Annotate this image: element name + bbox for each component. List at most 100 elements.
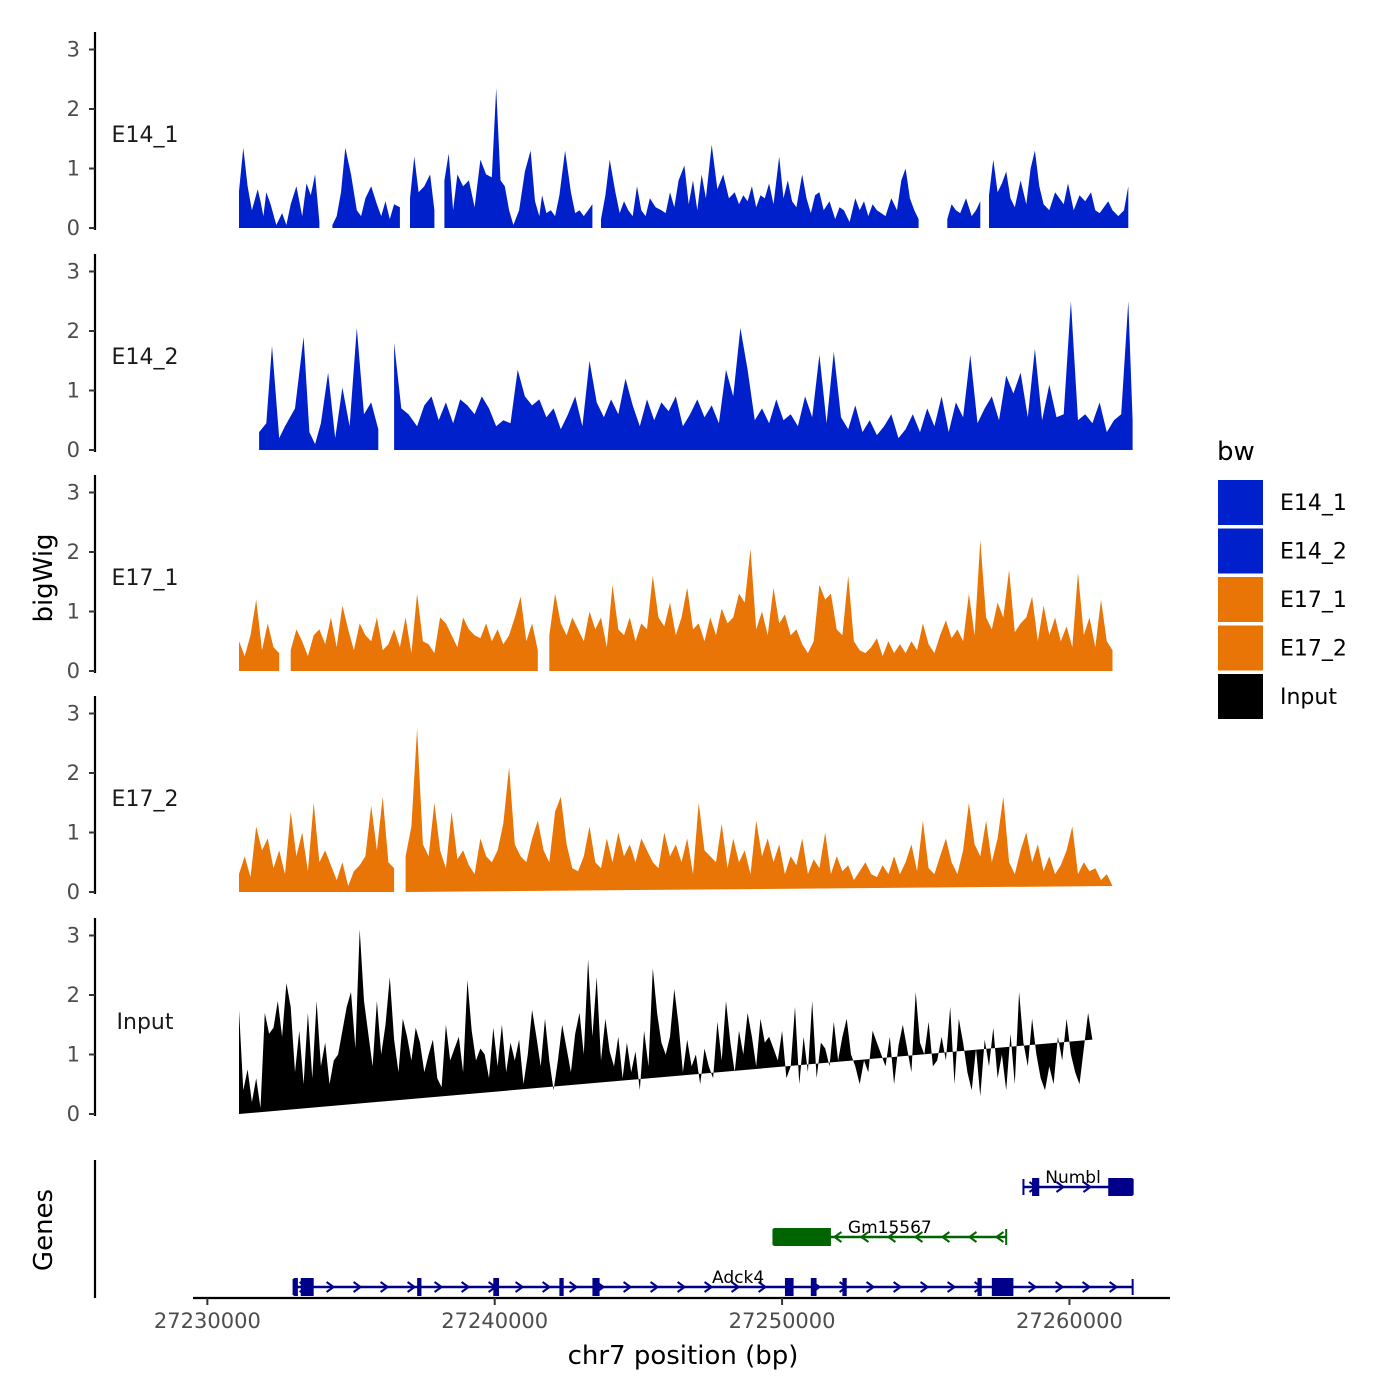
strand-chevron: [325, 1281, 336, 1293]
strand-chevron: [892, 1281, 903, 1293]
strand-chevron: [946, 1281, 957, 1293]
strand-chevron: [994, 1231, 1005, 1243]
legend-item-e17-2: E17_2: [1218, 625, 1347, 671]
y-tick-label: 1: [67, 157, 80, 181]
x-tick-label: 27240000: [441, 1309, 548, 1333]
y-axis-title: bigWig: [29, 533, 59, 622]
signal-area: [410, 156, 435, 228]
track-label: E14_2: [112, 345, 179, 370]
track-label: E17_1: [112, 566, 179, 591]
legend-label: E14_2: [1280, 540, 1347, 565]
legend-item-input: Input: [1218, 674, 1337, 719]
y-tick-label: 3: [67, 924, 80, 948]
legend-title: bw: [1217, 437, 1255, 467]
track-e17-1: 0 1 2 3 E17_1: [67, 475, 1113, 683]
strand-chevron: [859, 1231, 870, 1243]
y-tick-label: 2: [67, 97, 80, 121]
signal-area: [239, 929, 1093, 1114]
gene-exon: [493, 1278, 500, 1296]
strand-chevron: [568, 1281, 579, 1293]
y-tick-label: 2: [67, 319, 80, 343]
strand-chevron: [1027, 1281, 1038, 1293]
gene-exon: [991, 1278, 1014, 1296]
gene-exon: [784, 1278, 794, 1296]
y-tick-label: 2: [67, 761, 80, 785]
signal-area: [259, 328, 379, 450]
gene-exon: [1032, 1178, 1040, 1196]
track-label: Input: [117, 1010, 174, 1035]
strand-chevron: [1081, 1281, 1092, 1293]
legend-swatch: [1218, 528, 1263, 574]
gene-adck4: Adck4: [292, 1268, 1134, 1296]
y-tick-label: 1: [67, 1043, 80, 1067]
track-label: E14_1: [112, 123, 179, 148]
gene-name-label: Numbl: [1045, 1168, 1101, 1188]
strand-chevron: [703, 1281, 714, 1293]
legend-item-e14-2: E14_2: [1218, 528, 1347, 574]
strand-chevron: [1054, 1281, 1065, 1293]
signal-area: [989, 150, 1129, 228]
signal-area: [239, 796, 395, 892]
strand-chevron: [967, 1231, 978, 1243]
signal-area: [947, 198, 981, 228]
strand-chevron: [1108, 1281, 1119, 1293]
signal-area: [601, 144, 919, 228]
legend-item-e14-1: E14_1: [1218, 480, 1347, 525]
legend-label: E17_2: [1280, 637, 1347, 662]
gene-exon: [1108, 1178, 1133, 1196]
gene-exon: [592, 1278, 600, 1296]
legend: bw E14_1 E14_2 E17_1 E17_2 Input: [1217, 437, 1347, 719]
x-tick-label: 27250000: [729, 1309, 836, 1333]
gene-gm15567: Gm15567: [772, 1218, 1008, 1246]
signal-area: [290, 593, 538, 671]
y-tick-label: 3: [67, 38, 80, 62]
x-tick-label: 27230000: [154, 1309, 261, 1333]
strand-chevron: [730, 1281, 741, 1293]
signal-area: [239, 147, 320, 228]
strand-chevron: [406, 1281, 417, 1293]
strand-chevron: [433, 1281, 444, 1293]
strand-chevron: [940, 1231, 951, 1243]
legend-label: Input: [1280, 685, 1337, 710]
y-tick-label: 0: [67, 880, 80, 904]
strand-chevron: [514, 1281, 525, 1293]
gene-exon: [773, 1228, 831, 1246]
x-tick-label: 27260000: [1016, 1309, 1123, 1333]
y-tick-label: 0: [67, 659, 80, 683]
x-axis: 27230000 27240000 27250000 27260000: [154, 1296, 1170, 1333]
legend-items: E14_1 E14_2 E17_1 E17_2 Input: [1218, 480, 1347, 719]
legend-swatch: [1218, 674, 1263, 719]
signal-area: [394, 301, 1133, 450]
strand-chevron: [622, 1281, 633, 1293]
x-axis-title: chr7 position (bp): [568, 1341, 799, 1371]
gene-exon: [293, 1278, 298, 1296]
track-e17-2: 0 1 2 3 E17_2: [67, 696, 1113, 904]
strand-chevron: [379, 1281, 390, 1293]
track-input: 0 1 2 3 Input: [67, 918, 1093, 1126]
strand-chevron: [649, 1281, 660, 1293]
bigwig-tracks: 0 1 2 3 E14_1 0 1 2 3 E14_2 0 1 2 3 E17_1 0 1 2 3 E17_2 0 1 2 3…: [67, 32, 1133, 1126]
signal-area: [405, 728, 1113, 892]
gene-exon: [842, 1278, 847, 1296]
gene-name-label: Adck4: [712, 1268, 764, 1288]
signal-area: [332, 147, 400, 228]
y-tick-label: 3: [67, 481, 80, 505]
strand-chevron: [919, 1281, 930, 1293]
y-tick-label: 2: [67, 983, 80, 1007]
y-tick-label: 1: [67, 379, 80, 403]
track-e14-1: 0 1 2 3 E14_1: [67, 32, 1129, 240]
legend-label: E17_1: [1280, 588, 1347, 613]
gene-exon: [810, 1278, 817, 1296]
gene-exon: [977, 1278, 982, 1296]
track-label: E17_2: [112, 787, 179, 812]
strand-chevron: [757, 1281, 768, 1293]
strand-chevron: [541, 1281, 552, 1293]
strand-chevron: [913, 1231, 924, 1243]
y-tick-label: 1: [67, 600, 80, 624]
genes-axis-title: Genes: [29, 1189, 59, 1271]
strand-chevron: [1082, 1181, 1093, 1193]
track-e14-2: 0 1 2 3 E14_2: [67, 254, 1133, 462]
y-tick-label: 1: [67, 821, 80, 845]
gene-exon: [417, 1278, 422, 1296]
